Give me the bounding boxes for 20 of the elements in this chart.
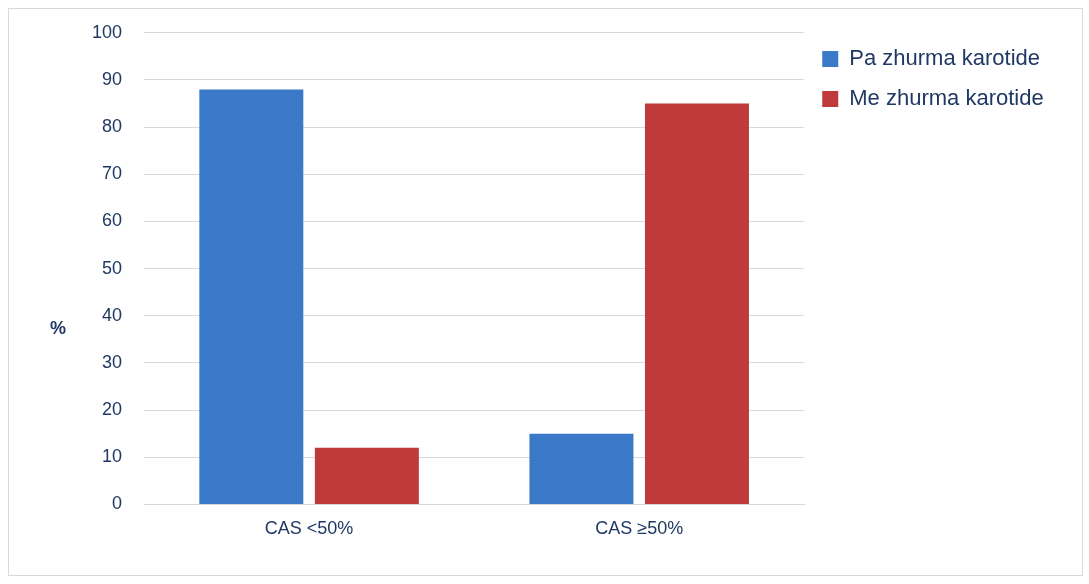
bar [644, 103, 749, 504]
y-tick-label: 20 [102, 399, 123, 420]
legend-label: Pa zhurma karotide [849, 45, 1041, 71]
y-axis-title: % [50, 318, 67, 339]
bar [199, 89, 304, 504]
y-tick-label: 100 [91, 21, 123, 42]
y-tick-label: 10 [102, 446, 123, 467]
x-tick-label: CAS ≥50% [595, 518, 684, 539]
y-tick-label: 40 [102, 304, 123, 325]
x-tick-label: CAS <50% [264, 518, 354, 539]
bar [529, 433, 634, 504]
y-tick-label: 90 [102, 68, 123, 89]
y-tick-label: 0 [112, 493, 123, 514]
y-tick-label: 30 [102, 351, 123, 372]
legend-label: Me zhurma karotide [849, 85, 1044, 111]
bar [314, 447, 419, 504]
y-tick-label: 50 [102, 257, 123, 278]
y-tick-label: 70 [102, 163, 123, 184]
y-tick-label: 60 [102, 210, 123, 231]
y-tick-label: 80 [102, 116, 123, 137]
